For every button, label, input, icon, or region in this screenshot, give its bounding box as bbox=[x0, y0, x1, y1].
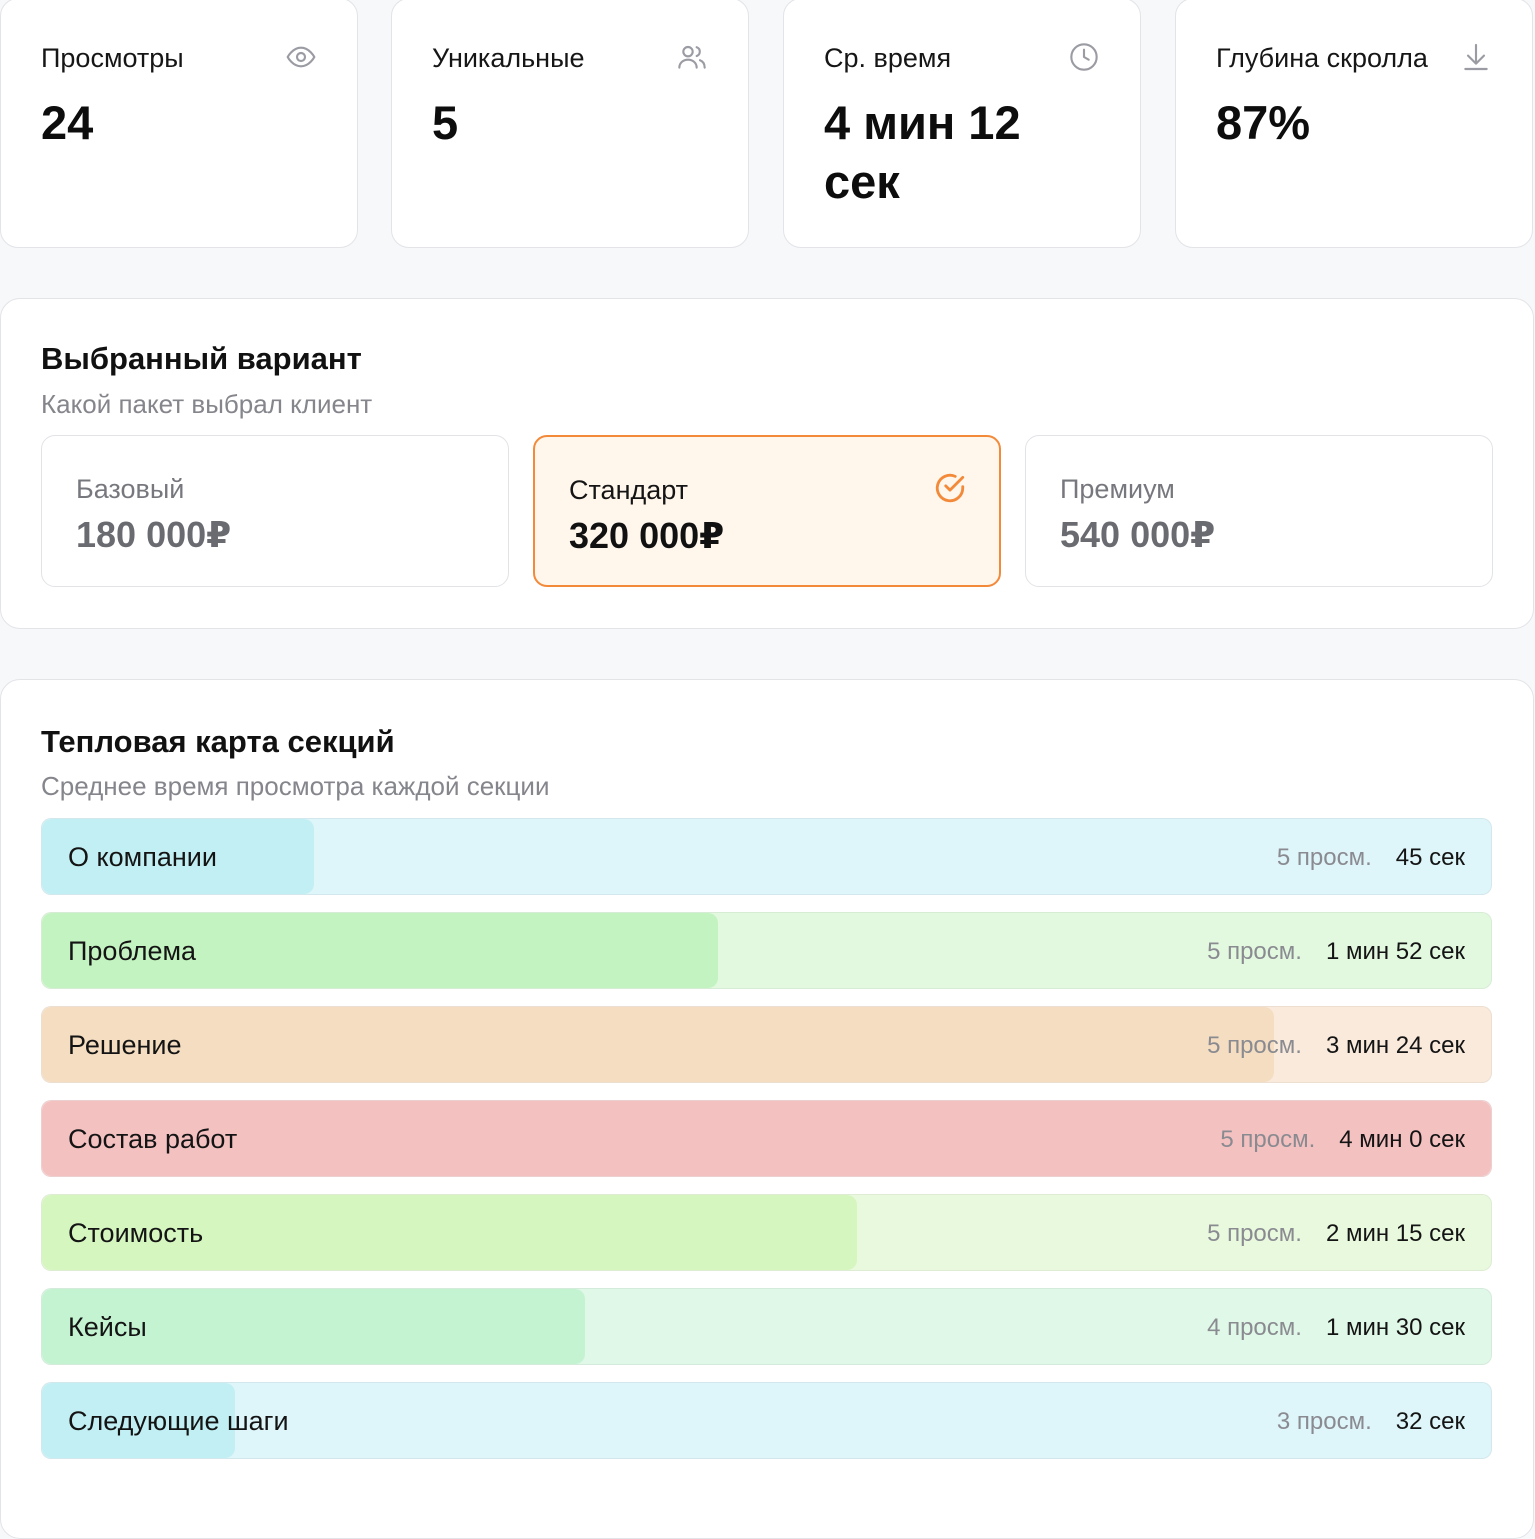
heatmap-row-views: 5 просм. bbox=[1207, 1032, 1302, 1059]
heatmap-row-time: 32 сек bbox=[1395, 1408, 1465, 1435]
heatmap-row: Стоимость 5 просм. 2 мин 15 сек bbox=[41, 1194, 1492, 1271]
stat-label: Ср. время bbox=[824, 43, 952, 73]
stat-card-unique: Уникальные 5 bbox=[391, 0, 749, 248]
users-icon bbox=[676, 41, 708, 73]
heatmap-row-views: 5 просм. bbox=[1207, 1220, 1302, 1247]
heatmap-row-time: 4 мин 0 сек bbox=[1339, 1126, 1465, 1153]
heatmap-row: О компании 5 просм. 45 сек bbox=[41, 818, 1492, 895]
heatmap-row: Кейсы 4 просм. 1 мин 30 сек bbox=[41, 1288, 1492, 1365]
package-option-basic[interactable]: Базовый 180 000₽ bbox=[41, 435, 509, 587]
heatmap-row-time: 2 мин 15 сек bbox=[1325, 1220, 1465, 1247]
heatmap-row-views: 3 просм. bbox=[1276, 1408, 1372, 1435]
heatmap-row-label: Следующие шаги bbox=[68, 1406, 289, 1436]
check-circle-icon bbox=[933, 471, 967, 505]
stat-value: 5 bbox=[432, 96, 459, 149]
clock-icon bbox=[1068, 41, 1100, 73]
heatmap-card: Тепловая карта секций Среднее время прос… bbox=[0, 679, 1534, 1539]
heatmap-bar-fill bbox=[42, 1101, 1491, 1176]
stat-label: Уникальные bbox=[432, 43, 585, 73]
stat-card-views: Просмотры 24 bbox=[0, 0, 358, 248]
package-price: 540 000₽ bbox=[1060, 514, 1216, 555]
stat-card-avg-time: Ср. время 4 мин 12 сек bbox=[783, 0, 1141, 248]
stat-value: 24 bbox=[41, 96, 94, 149]
selected-variant-card: Выбранный вариант Какой пакет выбрал кли… bbox=[0, 298, 1534, 629]
section-subtitle: Какой пакет выбрал клиент bbox=[41, 389, 373, 419]
heatmap-row-label: Состав работ bbox=[68, 1124, 238, 1154]
heatmap-row: Проблема 5 просм. 1 мин 52 сек bbox=[41, 912, 1492, 989]
section-title: Выбранный вариант bbox=[41, 341, 362, 376]
heatmap-row: Решение 5 просм. 3 мин 24 сек bbox=[41, 1006, 1492, 1083]
heatmap-bar-fill bbox=[42, 913, 719, 988]
package-option-standard[interactable]: Стандарт 320 000₽ bbox=[533, 435, 1001, 587]
heatmap-row-label: Проблема bbox=[68, 936, 197, 966]
heatmap-bar-fill bbox=[42, 1007, 1274, 1082]
package-price: 180 000₽ bbox=[76, 514, 232, 555]
heatmap-row-label: О компании bbox=[68, 842, 217, 872]
package-option-premium[interactable]: Премиум 540 000₽ bbox=[1025, 435, 1493, 587]
heatmap-row-label: Стоимость bbox=[68, 1218, 204, 1248]
arrow-down-icon bbox=[1460, 41, 1492, 73]
heatmap-row-views: 5 просм. bbox=[1220, 1126, 1316, 1153]
stats-row: Просмотры 24 Уникальные 5 Ср. время 4 ми… bbox=[0, 0, 1535, 248]
heatmap-row-time: 1 мин 52 сек bbox=[1325, 938, 1465, 965]
heatmap-row-views: 5 просм. bbox=[1207, 938, 1302, 965]
stat-label: Глубина скролла bbox=[1216, 43, 1428, 73]
stat-value: 4 мин 12 сек bbox=[824, 96, 1021, 208]
section-title: Тепловая карта секций bbox=[41, 724, 395, 759]
stat-value: 87% bbox=[1216, 96, 1311, 149]
heatmap-row-views: 5 просм. bbox=[1276, 844, 1372, 871]
package-name: Базовый bbox=[76, 474, 185, 504]
heatmap-bar-fill bbox=[42, 819, 314, 894]
section-subtitle: Среднее время просмотра каждой секции bbox=[41, 771, 550, 801]
heatmap-row: Состав работ 5 просм. 4 мин 0 сек bbox=[41, 1100, 1492, 1177]
package-name: Стандарт bbox=[569, 475, 689, 505]
heatmap-bar-fill bbox=[42, 1195, 858, 1270]
heatmap-row-label: Решение bbox=[68, 1030, 182, 1060]
heatmap-row-label: Кейсы bbox=[68, 1312, 147, 1342]
package-price: 320 000₽ bbox=[569, 515, 725, 556]
heatmap-row-time: 45 сек bbox=[1395, 844, 1465, 871]
heatmap-bar-fill bbox=[42, 1289, 586, 1364]
heatmap-row: Следующие шаги 3 просм. 32 сек bbox=[41, 1382, 1492, 1459]
heatmap-bar-fill bbox=[42, 1383, 236, 1458]
heatmap-row-views: 4 просм. bbox=[1207, 1314, 1302, 1341]
stat-card-scroll-depth: Глубина скролла 87% bbox=[1175, 0, 1533, 248]
stat-label: Просмотры bbox=[41, 43, 184, 73]
heatmap-row-time: 1 мин 30 сек bbox=[1325, 1314, 1465, 1341]
package-name: Премиум bbox=[1060, 474, 1175, 504]
heatmap-row-time: 3 мин 24 сек bbox=[1325, 1032, 1465, 1059]
eye-icon bbox=[285, 41, 317, 73]
